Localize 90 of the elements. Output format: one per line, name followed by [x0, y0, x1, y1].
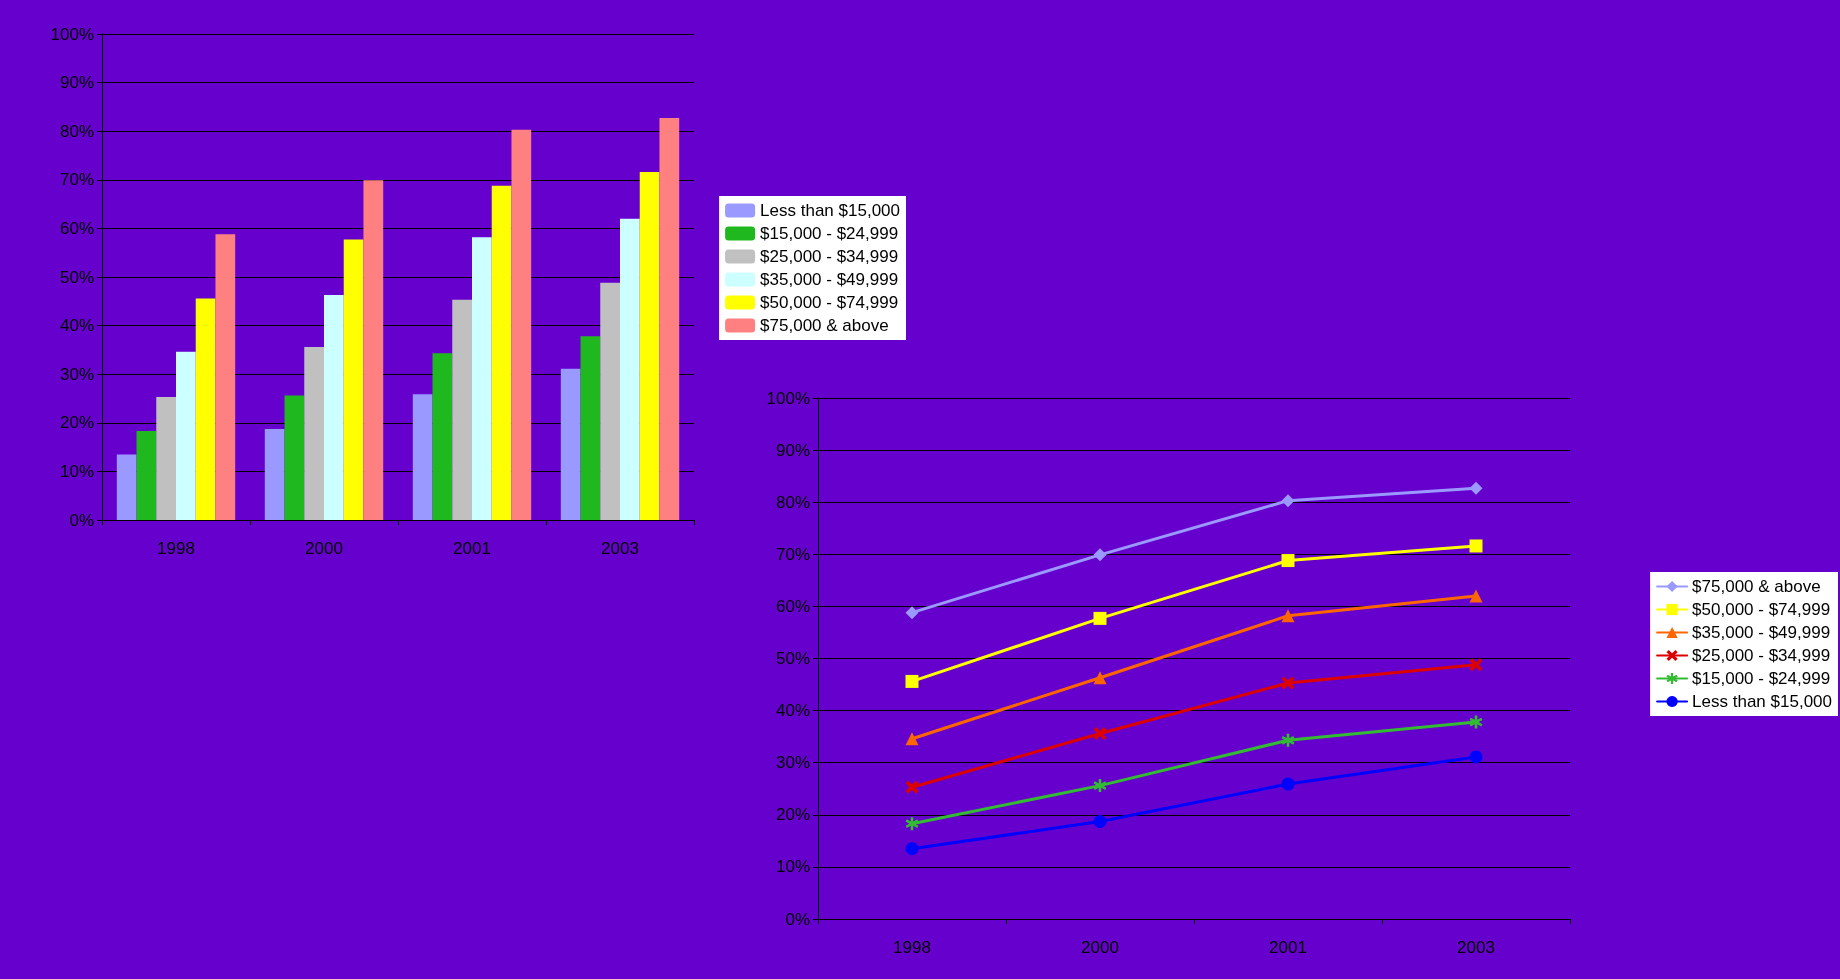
bar — [491, 185, 512, 520]
bar — [560, 368, 581, 520]
bar — [412, 394, 433, 520]
y-tick-label: 80% — [59, 121, 94, 141]
y-tick-label: 50% — [59, 267, 94, 287]
y-tick-label: 50% — [775, 649, 810, 668]
legend-label: $25,000 - $34,999 — [1692, 646, 1831, 665]
legend-label: $25,000 - $34,999 — [760, 247, 899, 266]
point — [1469, 715, 1483, 729]
y-tick-label: 0% — [69, 510, 94, 530]
point — [1469, 539, 1483, 553]
y-tick-label: 100% — [766, 388, 810, 408]
point — [1281, 676, 1295, 690]
point — [1093, 548, 1107, 562]
point — [1469, 750, 1483, 764]
bar — [176, 351, 196, 520]
legend-label: $75,000 & above — [760, 316, 889, 335]
y-tick-label: 40% — [775, 701, 810, 721]
y-tick-label: 60% — [59, 218, 94, 238]
point — [1281, 777, 1295, 791]
point — [905, 732, 919, 746]
point — [1093, 671, 1107, 685]
y-tick-label: 20% — [59, 413, 94, 433]
legend-label: $15,000 - $24,999 — [1692, 669, 1831, 688]
y-tick-label: 80% — [775, 492, 810, 512]
bar — [600, 282, 620, 520]
y-tick-label: 40% — [59, 316, 94, 336]
y-tick-label: 60% — [775, 596, 810, 616]
y-tick-label: 30% — [775, 753, 810, 773]
y-tick-label: 100% — [50, 24, 94, 44]
point — [1093, 727, 1107, 741]
legend-label: $75,000 & above — [1692, 577, 1821, 596]
legend-label: $50,000 - $74,999 — [760, 293, 899, 312]
x-tick-label: 2003 — [1457, 938, 1495, 957]
legend-label: Less than $15,000 — [1692, 692, 1833, 711]
point — [905, 780, 919, 794]
legend-label: $35,000 - $49,999 — [760, 270, 899, 289]
bar — [343, 239, 364, 520]
bar — [195, 298, 216, 520]
legend-label: $50,000 - $74,999 — [1692, 600, 1831, 619]
x-tick-label: 1998 — [893, 938, 931, 957]
y-tick-label: 90% — [775, 440, 810, 460]
bar — [432, 353, 453, 520]
y-tick-label: 30% — [59, 364, 94, 384]
bar — [511, 129, 532, 520]
point — [905, 817, 919, 831]
bar — [324, 294, 344, 520]
bar — [580, 336, 601, 520]
legend-label: $35,000 - $49,999 — [1692, 623, 1831, 642]
y-tick-label: 20% — [775, 805, 810, 825]
legend-label: Less than $15,000 — [760, 201, 901, 220]
y-tick-label: 70% — [775, 544, 810, 564]
y-tick-label: 70% — [59, 170, 94, 190]
point — [1469, 481, 1483, 495]
y-tick-label: 10% — [59, 461, 94, 481]
x-tick-label: 2000 — [305, 539, 343, 558]
point — [1281, 733, 1295, 747]
bar — [639, 172, 660, 520]
bar — [363, 180, 384, 520]
bar — [620, 218, 640, 520]
x-tick-label: 2001 — [1269, 938, 1307, 957]
legend-label: $15,000 - $24,999 — [760, 224, 899, 243]
point — [905, 606, 919, 620]
bar — [215, 234, 236, 520]
bar — [452, 299, 472, 520]
point — [1281, 609, 1295, 623]
x-tick-label: 2003 — [601, 539, 639, 558]
bar — [156, 397, 176, 520]
point — [1281, 554, 1295, 568]
x-tick-label: 2001 — [453, 539, 491, 558]
bar — [136, 431, 157, 520]
point — [1093, 611, 1107, 625]
y-tick-label: 90% — [59, 73, 94, 93]
point — [905, 842, 919, 856]
x-tick-label: 1998 — [157, 539, 195, 558]
point — [1281, 494, 1295, 508]
point — [905, 674, 919, 688]
y-tick-label: 0% — [785, 909, 810, 929]
bar — [264, 429, 285, 520]
bar — [472, 237, 492, 520]
bar — [304, 346, 324, 520]
point — [1469, 658, 1483, 672]
point — [1093, 779, 1107, 793]
x-tick-label: 2000 — [1081, 938, 1119, 957]
y-tick-label: 10% — [775, 857, 810, 877]
bar — [284, 395, 305, 520]
point — [1093, 815, 1107, 829]
bar — [116, 454, 137, 520]
bar — [659, 118, 680, 520]
point — [1469, 589, 1483, 603]
